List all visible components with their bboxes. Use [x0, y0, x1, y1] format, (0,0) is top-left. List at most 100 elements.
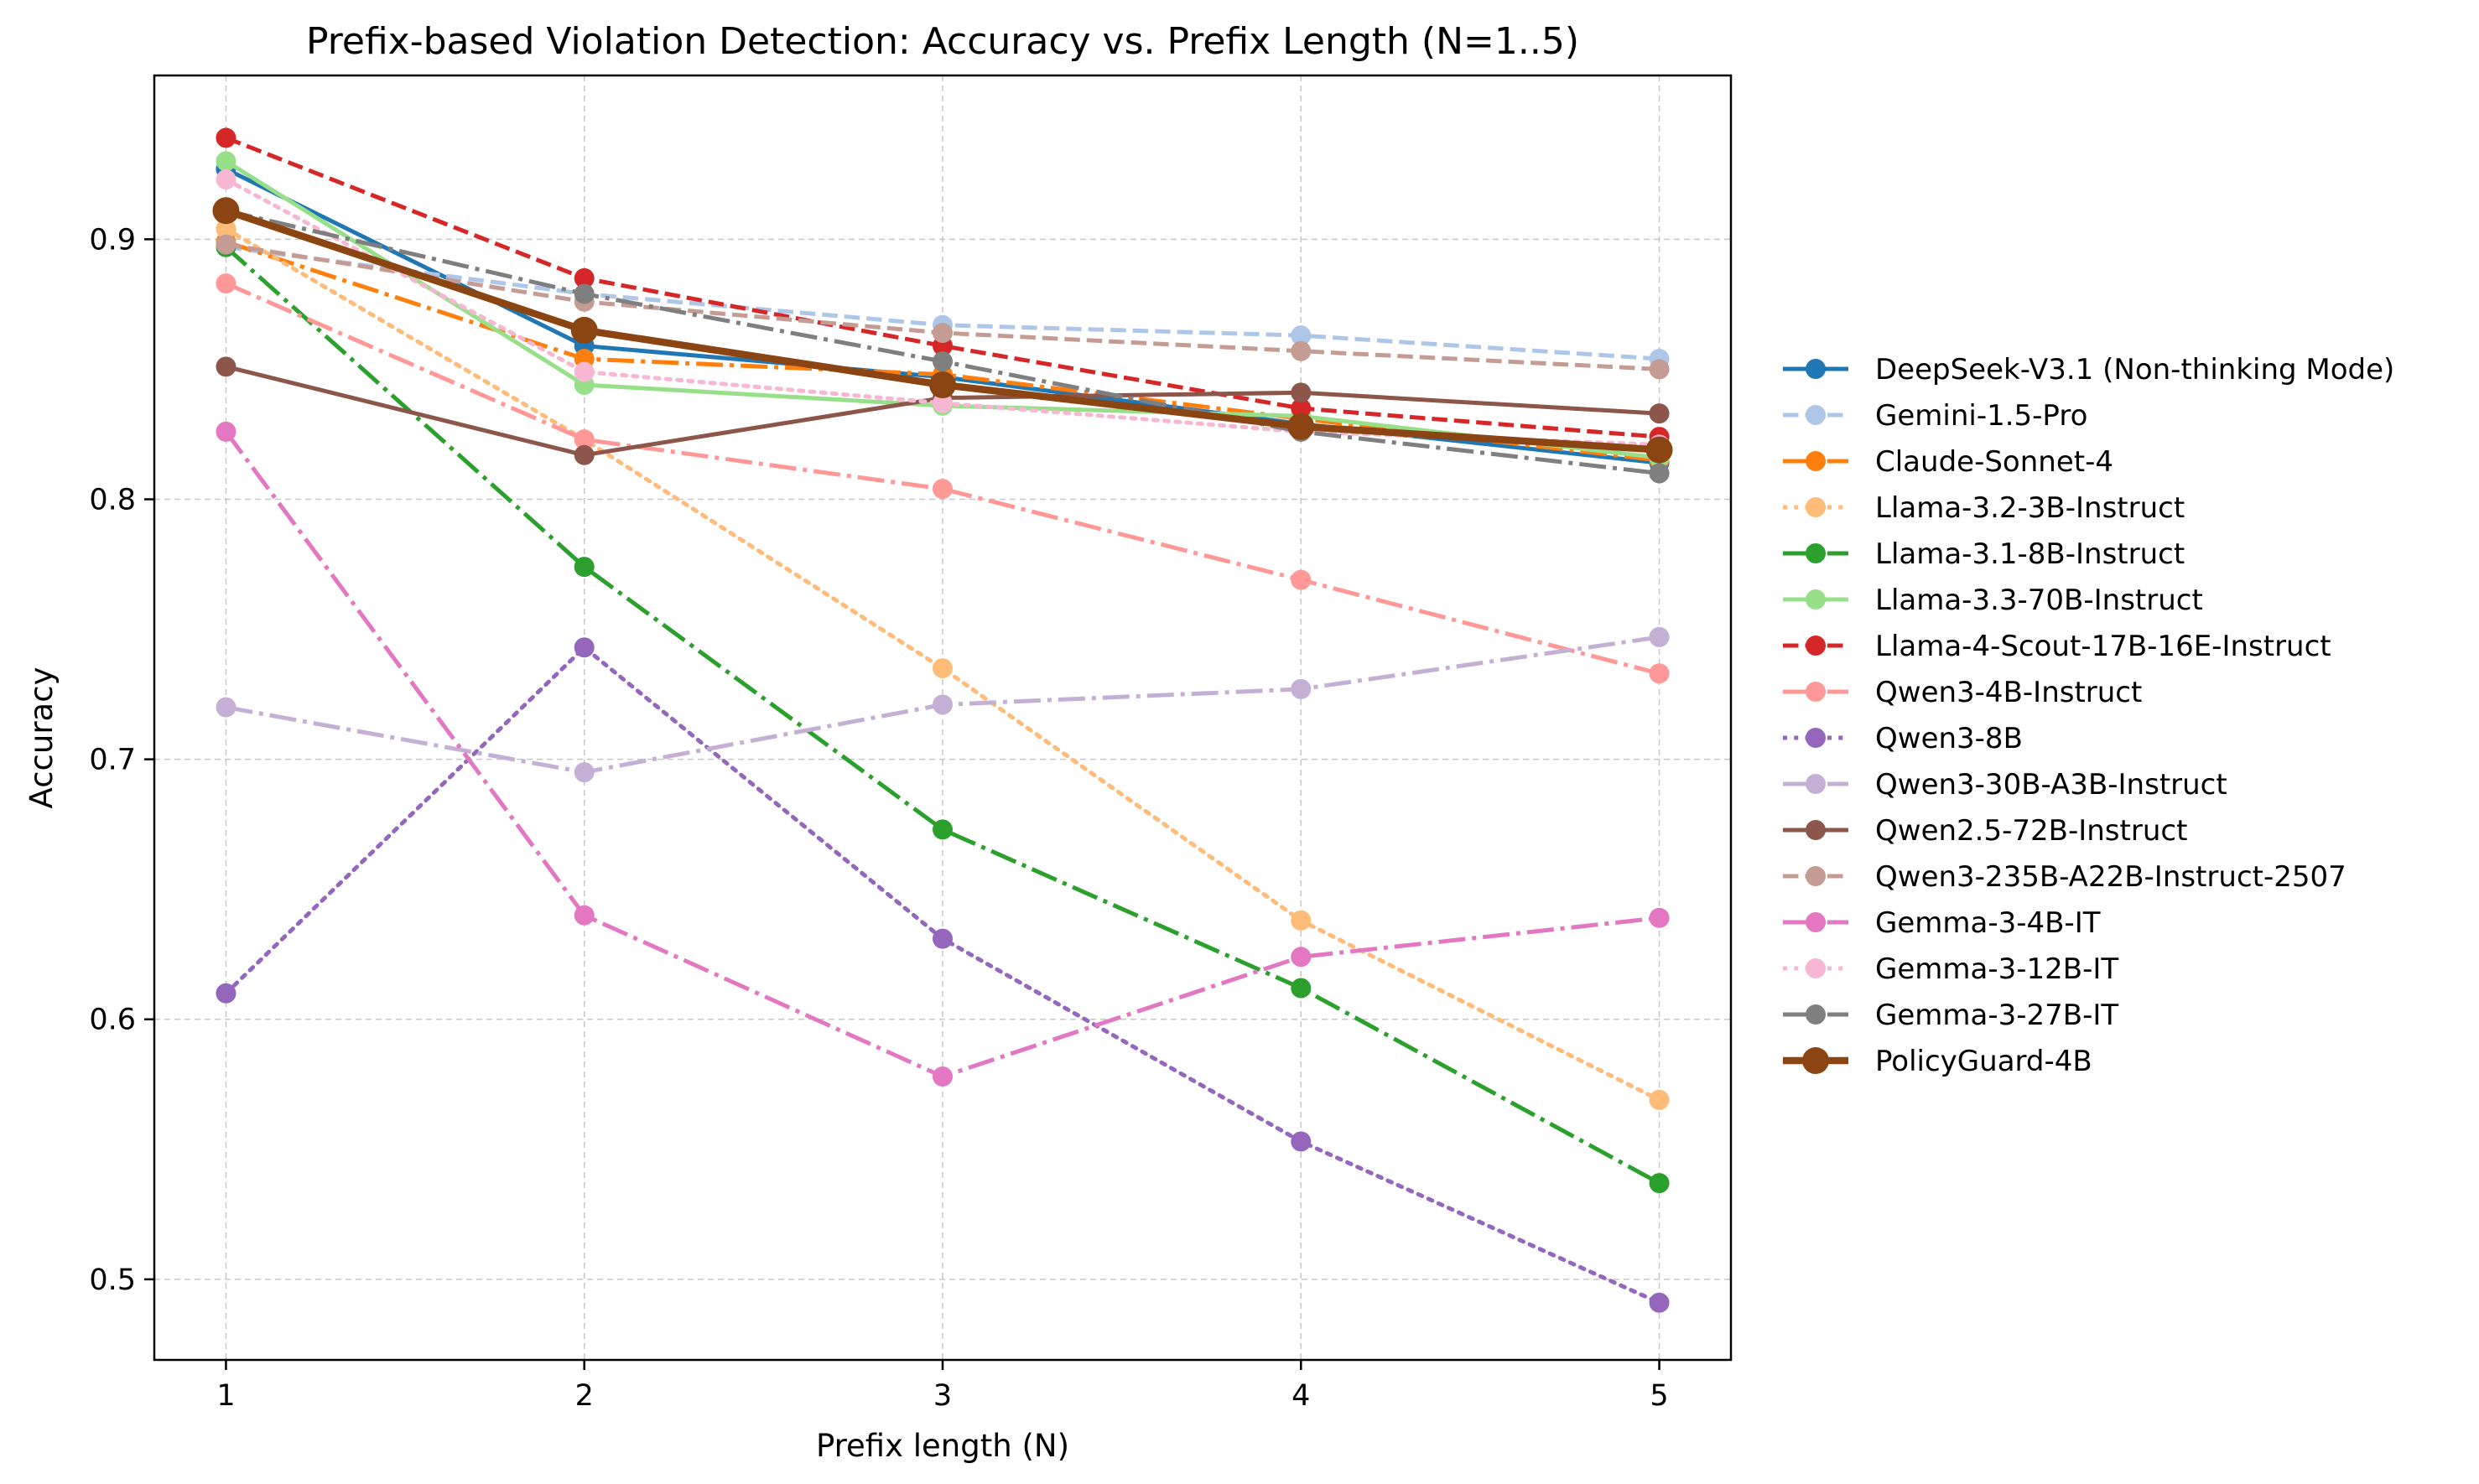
data-point-llama-3-1-8b-instruct	[933, 819, 953, 840]
legend-item-qwen2-5-72b-instruct: Qwen2.5-72B-Instruct	[1783, 814, 2187, 848]
data-point-qwen3-4b-instruct	[933, 479, 953, 500]
data-point-qwen3-235b-a22b-instruct-2507	[933, 323, 953, 344]
legend-label-gemma-3-27b-it: Gemma-3-27B-IT	[1875, 999, 2118, 1032]
legend-item-qwen3-235b-a22b-instruct-2507: Qwen3-235B-A22B-Instruct-2507	[1783, 860, 2346, 894]
legend-item-policyguard-4b: PolicyGuard-4B	[1783, 1045, 2092, 1078]
data-point-qwen3-30b-a3b-instruct	[933, 694, 953, 715]
data-point-qwen2-5-72b-instruct	[1649, 403, 1670, 424]
data-point-policyguard-4b	[1287, 413, 1315, 440]
legend-item-gemini-1-5-pro: Gemini-1.5-Pro	[1783, 399, 2087, 433]
legend-marker-policyguard-4b	[1802, 1047, 1829, 1074]
series-policyguard-4b	[212, 197, 1673, 464]
legend-label-policyguard-4b: PolicyGuard-4B	[1875, 1045, 2092, 1078]
data-point-gemma-3-12b-it	[216, 169, 236, 190]
data-point-gemma-3-4b-it	[1291, 947, 1312, 968]
legend-label-gemma-3-4b-it: Gemma-3-4B-IT	[1875, 906, 2101, 940]
legend-item-llama-4-scout-17b-16e-instruct: Llama-4-Scout-17B-16E-Instruct	[1783, 630, 2331, 663]
legend-marker-llama-4-scout-17b-16e-instruct	[1806, 636, 1826, 656]
legend-item-qwen3-8b: Qwen3-8B	[1783, 722, 2023, 755]
data-point-qwen3-8b	[574, 637, 595, 658]
y-tick-label: 0.5	[89, 1263, 136, 1297]
legend-marker-qwen2-5-72b-instruct	[1806, 820, 1826, 840]
data-point-qwen3-30b-a3b-instruct	[574, 762, 595, 783]
data-point-qwen2-5-72b-instruct	[1291, 382, 1312, 403]
data-point-gemma-3-27b-it	[574, 283, 595, 304]
y-axis-label: Accuracy	[23, 667, 60, 809]
data-point-qwen3-8b	[216, 983, 236, 1004]
legend-marker-claude-sonnet-4	[1806, 451, 1826, 471]
legend-item-qwen3-4b-instruct: Qwen3-4B-Instruct	[1783, 676, 2142, 709]
data-point-llama-3-2-3b-instruct	[933, 658, 953, 679]
legend-item-qwen3-30b-a3b-instruct: Qwen3-30B-A3B-Instruct	[1783, 768, 2227, 802]
data-point-llama-3-1-8b-instruct	[1291, 978, 1312, 999]
legend-marker-gemma-3-4b-it	[1806, 912, 1826, 932]
data-point-qwen3-235b-a22b-instruct-2507	[1649, 359, 1670, 380]
data-point-qwen3-30b-a3b-instruct	[1291, 678, 1312, 699]
series-qwen3-8b	[216, 637, 1670, 1313]
data-point-gemma-3-27b-it	[933, 351, 953, 372]
data-point-policyguard-4b	[929, 371, 956, 399]
data-point-qwen3-235b-a22b-instruct-2507	[216, 234, 236, 255]
data-point-llama-3-2-3b-instruct	[1649, 1089, 1670, 1110]
data-point-qwen3-8b	[933, 928, 953, 949]
data-point-qwen3-8b	[1291, 1131, 1312, 1152]
data-point-gemma-3-4b-it	[216, 421, 236, 442]
data-point-gemma-3-4b-it	[574, 905, 595, 926]
data-point-llama-4-scout-17b-16e-instruct	[216, 127, 236, 148]
x-tick-label: 1	[216, 1379, 235, 1413]
data-point-llama-3-2-3b-instruct	[216, 218, 236, 239]
y-tick-label: 0.6	[89, 1004, 136, 1037]
series-qwen3-30b-a3b-instruct	[216, 626, 1670, 783]
legend-label-gemma-3-12b-it: Gemma-3-12B-IT	[1875, 952, 2118, 986]
legend-marker-qwen3-235b-a22b-instruct-2507	[1806, 866, 1826, 886]
legend-marker-llama-3-3-70b-instruct	[1806, 589, 1826, 610]
legend-marker-gemma-3-12b-it	[1806, 958, 1826, 978]
legend-label-gemini-1-5-pro: Gemini-1.5-Pro	[1875, 399, 2087, 433]
data-point-qwen3-4b-instruct	[1291, 569, 1312, 590]
data-point-qwen3-4b-instruct	[216, 273, 236, 294]
data-point-qwen2-5-72b-instruct	[574, 444, 595, 465]
data-point-qwen3-30b-a3b-instruct	[1649, 626, 1670, 647]
x-tick-label: 5	[1650, 1379, 1668, 1413]
legend-marker-qwen3-30b-a3b-instruct	[1806, 774, 1826, 794]
legend-item-gemma-3-4b-it: Gemma-3-4B-IT	[1783, 906, 2101, 940]
x-tick-label: 3	[933, 1379, 952, 1413]
x-axis-label: Prefix length (N)	[816, 1428, 1069, 1464]
legend-item-llama-3-3-70b-instruct: Llama-3.3-70B-Instruct	[1783, 584, 2203, 617]
series-qwen3-4b-instruct	[216, 273, 1670, 684]
legend-label-qwen3-8b: Qwen3-8B	[1875, 722, 2023, 755]
data-point-policyguard-4b	[212, 197, 240, 225]
data-point-llama-4-scout-17b-16e-instruct	[1291, 397, 1312, 418]
data-point-gemma-3-4b-it	[1649, 907, 1670, 928]
data-point-policyguard-4b	[570, 316, 598, 344]
y-tick-label: 0.8	[89, 483, 136, 516]
data-point-qwen3-4b-instruct	[1649, 663, 1670, 684]
data-point-qwen3-4b-instruct	[574, 429, 595, 450]
y-tick-label: 0.7	[89, 744, 136, 777]
data-point-gemma-3-12b-it	[933, 392, 953, 413]
data-point-qwen2-5-72b-instruct	[216, 356, 236, 377]
series-line-qwen3-4b-instruct	[225, 281, 1660, 676]
legend-item-gemma-3-12b-it: Gemma-3-12B-IT	[1783, 952, 2118, 986]
legend-label-claude-sonnet-4: Claude-Sonnet-4	[1875, 445, 2113, 479]
series-line-llama-4-scout-17b-16e-instruct	[225, 136, 1660, 439]
data-point-gemma-3-4b-it	[933, 1066, 953, 1087]
legend-item-gemma-3-27b-it: Gemma-3-27B-IT	[1783, 999, 2118, 1032]
data-point-qwen3-30b-a3b-instruct	[216, 697, 236, 718]
y-tick-label: 0.9	[89, 223, 136, 257]
x-tick-label: 4	[1291, 1379, 1310, 1413]
data-point-llama-3-1-8b-instruct	[574, 557, 595, 578]
data-point-gemma-3-12b-it	[574, 361, 595, 382]
legend-marker-qwen3-8b	[1806, 728, 1826, 748]
series-layer	[212, 127, 1673, 1313]
data-point-llama-3-1-8b-instruct	[1649, 1173, 1670, 1194]
data-point-gemini-1-5-pro	[1291, 325, 1312, 346]
legend: DeepSeek-V3.1 (Non-thinking Mode) Gemini-…	[1783, 353, 2394, 1078]
legend-label-qwen3-4b-instruct: Qwen3-4B-Instruct	[1875, 676, 2142, 709]
legend-label-llama-3-1-8b-instruct: Llama-3.1-8B-Instruct	[1875, 537, 2185, 571]
legend-item-llama-3-1-8b-instruct: Llama-3.1-8B-Instruct	[1783, 537, 2185, 571]
legend-label-qwen3-30b-a3b-instruct: Qwen3-30B-A3B-Instruct	[1875, 768, 2227, 802]
legend-marker-gemma-3-27b-it	[1806, 1004, 1826, 1025]
data-point-gemma-3-27b-it	[1649, 463, 1670, 484]
